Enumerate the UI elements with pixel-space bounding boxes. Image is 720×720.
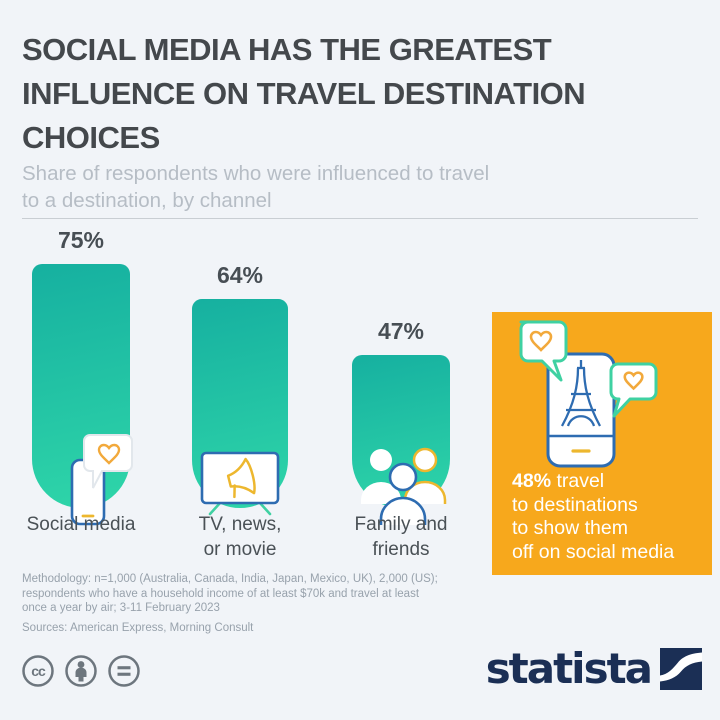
bar-value-family-friends: 47% <box>377 317 425 344</box>
callout-line-2: to destinations <box>512 493 638 516</box>
title-line-3: CHOICES <box>22 120 160 155</box>
heart-icon <box>97 443 121 465</box>
cc-nd-icon <box>108 655 140 687</box>
callout-line-3: to show them <box>512 517 628 539</box>
title-line-2: INFLUENCE ON TRAVEL DESTINATION <box>22 76 586 111</box>
cc-icon: cc <box>22 655 54 687</box>
sources-note: Sources: American Express, Morning Consu… <box>22 622 254 634</box>
bar-group-social-media: 75% Social media <box>27 0 136 720</box>
header-divider <box>22 218 698 219</box>
callout-line-4: off on social media <box>512 540 675 563</box>
svg-text:cc: cc <box>31 663 46 679</box>
label-line: TV, news, <box>198 514 282 535</box>
heart-icon <box>623 371 644 391</box>
callout-box: 48% travel to destinations to show them … <box>492 312 712 575</box>
bar-label-family-friends: Family and friends <box>321 512 481 562</box>
bar-label-tv-news-movie: TV, news, or movie <box>160 512 320 562</box>
megaphone-icon <box>226 457 256 499</box>
page-subtitle: Share of respondents who were influenced… <box>22 160 662 214</box>
methodology-line: once a year by air; 3-11 February 2023 <box>22 602 220 614</box>
label-line: or movie <box>203 539 277 560</box>
subtitle-line-2: to a destination, by channel <box>22 189 272 212</box>
subtitle-line-1: Share of respondents who were influenced… <box>22 162 490 185</box>
title-line-1: SOCIAL MEDIA HAS THE GREATEST <box>22 32 552 67</box>
bar-group-family-friends: 47% Family and friends <box>352 0 450 720</box>
heart-icon <box>529 330 553 352</box>
callout-line1-rest: travel <box>551 470 605 492</box>
eiffel-tower-icon <box>560 360 602 427</box>
callout-text: 48% travel to destinations to show them … <box>512 470 702 564</box>
family-group-icon <box>361 447 447 525</box>
methodology-line: respondents who have a household income … <box>22 587 420 600</box>
bar-group-tv-news-movie: 64% TV, news, or movie <box>192 0 288 720</box>
bar-value-tv-news-movie: 64% <box>216 262 264 289</box>
page-title: SOCIAL MEDIA HAS THE GREATEST INFLUENCE … <box>22 28 698 160</box>
statista-logo[interactable]: statista <box>486 648 702 690</box>
label-line: Social media <box>26 514 136 535</box>
methodology-line: Methodology: n=1,000 (Australia, Canada,… <box>22 573 438 585</box>
cc-license-icons[interactable]: cc <box>22 653 154 689</box>
bar-label-social-media: Social media <box>1 512 161 537</box>
methodology-note: Methodology: n=1,000 (Australia, Canada,… <box>22 572 442 616</box>
callout-percent: 48% <box>512 470 552 492</box>
label-line: friends <box>372 539 430 560</box>
bar-value-social-media: 75% <box>57 226 105 253</box>
smartphone-eiffel-tower-likes-icon <box>519 320 658 468</box>
cc-by-icon <box>65 655 97 687</box>
statista-logo-mark-icon <box>660 648 702 690</box>
smartphone-heart-notification-icon <box>70 434 133 526</box>
tv-megaphone-icon <box>200 451 280 516</box>
label-line: Family and <box>354 514 448 535</box>
statista-wordmark: statista <box>485 644 653 693</box>
